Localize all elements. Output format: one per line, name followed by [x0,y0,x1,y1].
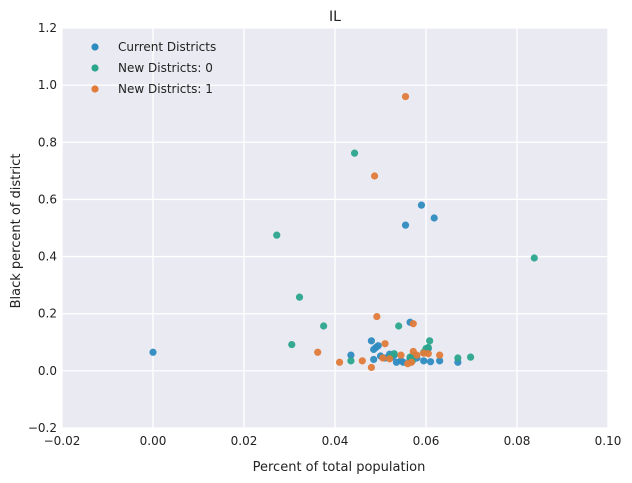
data-points [149,92,538,372]
grid-lines [61,27,609,429]
data-point [149,348,157,356]
y-tick-labels: −0.2 0.0 0.2 0.4 0.6 0.8 1.0 1.2 [28,21,57,435]
y-axis-label: Black percent of district [9,154,24,309]
y-tick-label: 1.2 [38,21,57,35]
data-point [436,357,444,365]
data-point [374,342,382,350]
legend-marker [91,43,99,51]
data-point [320,322,328,330]
legend-marker [91,64,99,72]
data-point [430,214,438,222]
data-point [436,351,444,359]
data-point [409,320,417,328]
data-point [397,357,405,365]
data-point [367,337,375,345]
y-tick-label: 0.0 [38,364,57,378]
x-axis-label: Percent of total population [253,460,426,475]
data-point [295,293,304,301]
data-point [530,254,538,262]
legend: Current Districts New Districts: 0 New Dis… [91,40,216,96]
data-point [454,354,462,362]
data-point [420,357,428,365]
data-point [424,343,432,352]
data-point [273,231,281,239]
data-point [347,357,355,365]
y-tick-label: 0.6 [38,192,57,206]
data-point [335,358,344,366]
data-point [413,351,421,359]
legend-marker [91,85,99,93]
data-point [424,350,432,358]
data-point [397,351,405,359]
data-point [401,92,410,101]
legend-label: New Districts: 1 [118,82,213,96]
y-tick-label: 0.8 [38,135,57,149]
x-tick-label: 0.04 [322,434,349,448]
data-point [350,149,359,157]
data-point [426,337,434,345]
legend-label: Current Districts [118,40,216,54]
x-tick-label: 0.10 [595,434,622,448]
data-point [401,221,410,229]
x-tick-labels: −0.02 0.00 0.02 0.04 0.06 0.08 0.10 [44,434,622,448]
data-point [288,340,296,349]
legend-label: New Districts: 0 [118,61,213,75]
x-tick-label: 0.08 [504,434,531,448]
data-point [370,355,378,364]
data-point [358,357,366,365]
data-point [386,355,394,363]
data-point [417,201,426,209]
x-tick-label: −0.02 [44,434,81,448]
data-point [407,358,416,366]
data-point [426,358,435,366]
data-point [373,312,381,321]
y-tick-label: −0.2 [28,421,57,435]
data-point [370,172,379,180]
data-point [379,354,387,362]
y-tick-label: 0.4 [38,250,57,264]
data-point [381,340,389,348]
data-point [395,322,403,330]
data-point [390,350,398,358]
x-tick-label: 0.02 [231,434,258,448]
data-point [367,363,375,372]
y-tick-label: 0.2 [38,307,57,321]
chart-title: IL [329,9,341,25]
x-tick-label: 0.00 [140,434,167,448]
data-point [347,351,355,359]
data-point [314,348,322,356]
x-tick-label: 0.06 [413,434,440,448]
data-point [466,353,475,361]
y-tick-label: 1.0 [38,78,57,92]
